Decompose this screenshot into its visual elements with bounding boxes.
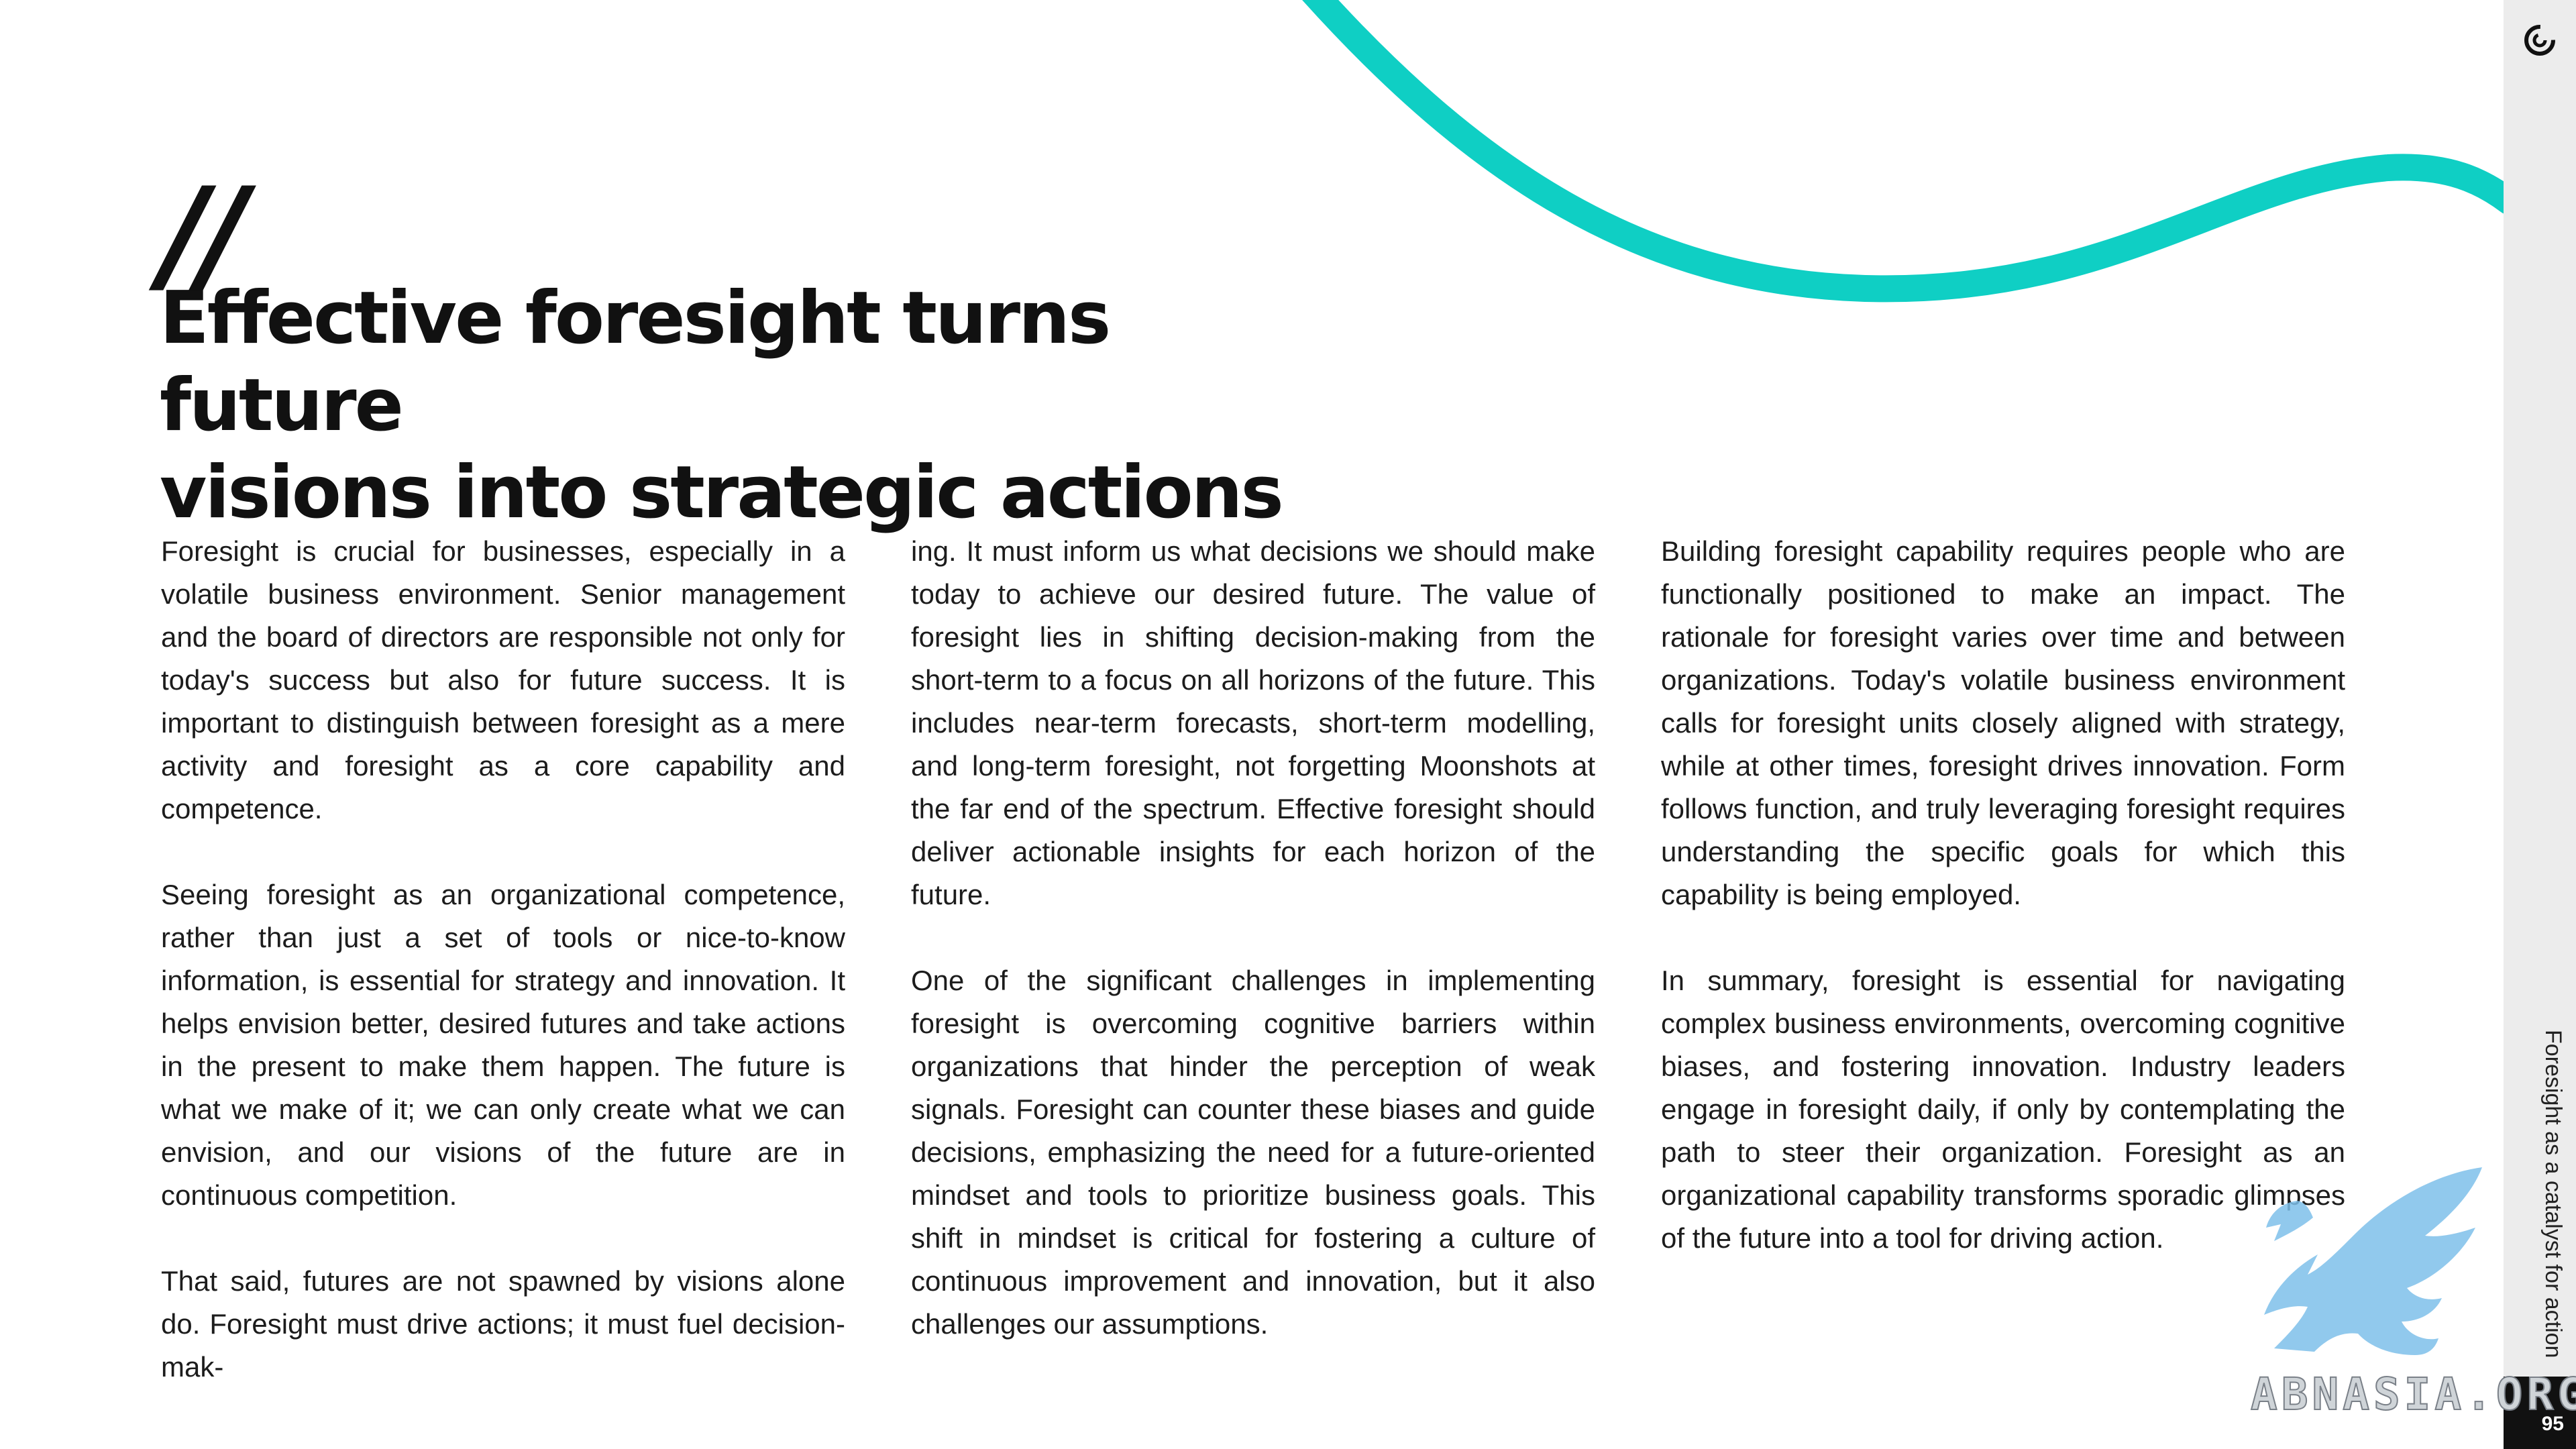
text-column-1: Foresight is crucial for businesses, esp…: [161, 530, 845, 1432]
page-title: Effective foresight turns future visions…: [160, 275, 1367, 537]
paragraph: In summary, foresight is essential for n…: [1661, 965, 2345, 1254]
section-title-vertical: Foresight as a catalyst for action: [2540, 1030, 2566, 1358]
paragraph: Foresight is crucial for businesses, esp…: [161, 535, 845, 824]
page-number: 95: [2541, 1413, 2564, 1435]
paragraph: That said, futures are not spawned by vi…: [161, 1265, 845, 1383]
watermark-text: ABNASIA.ORG: [2250, 1368, 2576, 1421]
paragraph: Building foresight capability requires p…: [1661, 535, 2345, 910]
sidebar-strip: [2504, 0, 2576, 1449]
page-number-box: 95: [2504, 1377, 2576, 1449]
brand-swirl-icon: [2524, 25, 2555, 56]
paragraph: One of the significant challenges in imp…: [911, 965, 1595, 1340]
text-column-2: ing. It must inform us what decisions we…: [911, 530, 1595, 1389]
teal-wave-decoration: [1302, 0, 2504, 303]
page-title-line-1: Effective foresight turns future: [160, 276, 1111, 447]
paragraph: ing. It must inform us what decisions we…: [911, 535, 1595, 910]
page-title-line-2: visions into strategic actions: [160, 451, 1284, 535]
griffin-icon: [2264, 1167, 2482, 1355]
paragraph: Seeing foresight as an organizational co…: [161, 879, 845, 1211]
text-column-3: Building foresight capability requires p…: [1661, 530, 2345, 1303]
quote-mark: //: [161, 160, 248, 309]
